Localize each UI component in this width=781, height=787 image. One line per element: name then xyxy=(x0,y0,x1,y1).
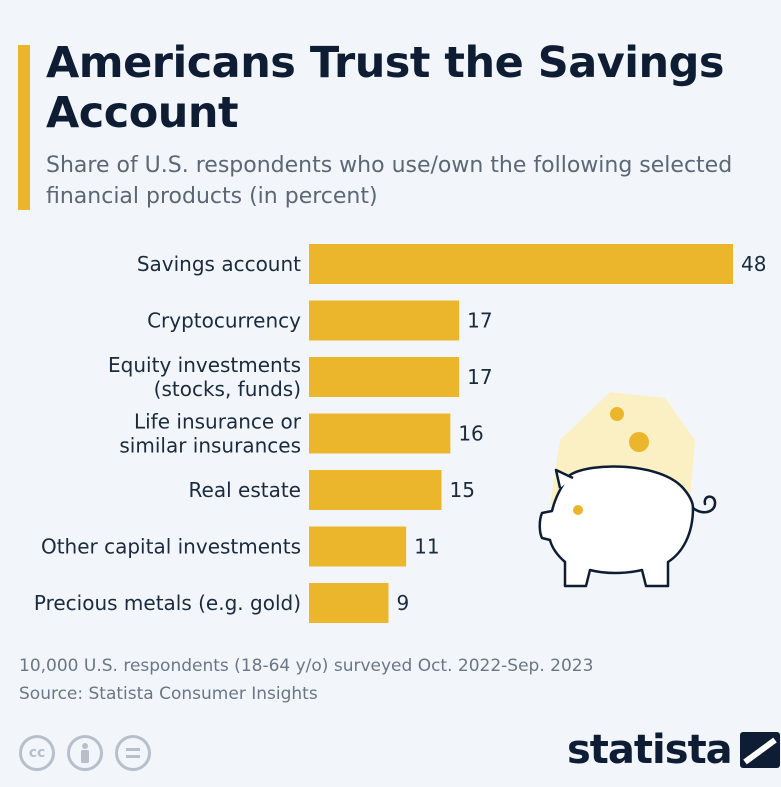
piggy-bank-icon xyxy=(538,392,717,588)
bar xyxy=(309,300,460,341)
value-label: 11 xyxy=(414,535,439,559)
license-icons: cc xyxy=(19,735,151,771)
value-label: 48 xyxy=(741,252,766,276)
statista-logo[interactable]: statista xyxy=(567,728,780,772)
value-label: 16 xyxy=(458,422,483,446)
category-label: Equity investments (stocks, funds) xyxy=(108,353,301,401)
bar xyxy=(309,357,460,397)
category-label: Cryptocurrency xyxy=(147,309,301,333)
statista-logo-icon xyxy=(739,732,780,768)
page-title: Americans Trust the Savings Account xyxy=(46,38,724,138)
value-label: 17 xyxy=(467,365,492,389)
category-label: Real estate xyxy=(189,478,301,502)
no-derivatives-icon[interactable] xyxy=(115,735,151,771)
value-label: 9 xyxy=(397,591,410,615)
value-label: 15 xyxy=(450,478,475,502)
category-label: Life insurance or similar insurances xyxy=(119,410,301,458)
bar xyxy=(309,470,442,510)
bar xyxy=(309,244,733,284)
value-label: 17 xyxy=(467,309,492,333)
bar xyxy=(309,583,389,623)
category-label: Precious metals (e.g. gold) xyxy=(34,591,301,615)
category-label: Savings account xyxy=(137,252,301,276)
brand-name: statista xyxy=(567,727,733,773)
survey-note: 10,000 U.S. respondents (18-64 y/o) surv… xyxy=(19,656,594,676)
creative-commons-icon[interactable]: cc xyxy=(19,735,55,771)
page-subtitle: Share of U.S. respondents who use/own th… xyxy=(46,153,733,209)
category-label: Other capital investments xyxy=(41,535,301,559)
bar-chart: 48 Savings account 17 Cryptocurrency 17 Equit… xyxy=(34,244,766,623)
attribution-icon[interactable] xyxy=(67,735,103,771)
accent-bar xyxy=(18,45,30,210)
bar xyxy=(309,526,407,567)
source-note: Source: Statista Consumer Insights xyxy=(19,684,318,704)
bar xyxy=(309,413,451,454)
